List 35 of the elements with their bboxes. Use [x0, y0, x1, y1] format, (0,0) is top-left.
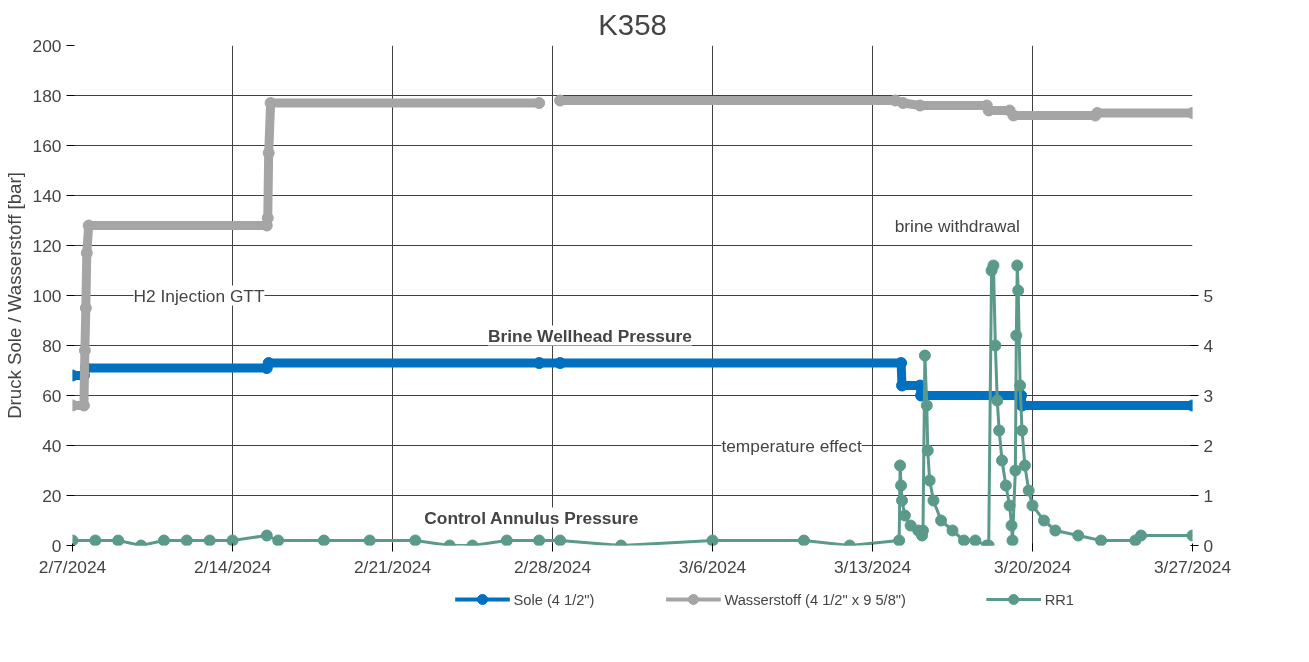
annotation: Control Annulus Pressure [424, 507, 639, 528]
y2-tick-label: 0 [1203, 535, 1214, 556]
y2-tick-label: 1 [1203, 485, 1214, 506]
y-tick-label: 120 [32, 235, 62, 256]
y-axis-title: Druck Sole / Wasserstoff [bar] [3, 172, 25, 419]
legend-label: RR1 [1044, 591, 1074, 608]
y2-tick-label: 2 [1203, 435, 1214, 456]
y-tick-label: 0 [51, 535, 62, 556]
y-tick-label: 180 [32, 85, 62, 106]
y-tick-label: 100 [32, 285, 62, 306]
y2-tick-label: 5 [1203, 285, 1214, 306]
y2-tick-label: 4 [1203, 335, 1214, 356]
y-tick-label: 40 [42, 435, 62, 456]
legend-label: Sole (4 1/2") [513, 591, 595, 608]
x-tick-label: 3/6/2024 [678, 556, 747, 577]
annotation: brine withdrawal [894, 215, 1020, 236]
y-tick-label: 200 [32, 35, 62, 56]
x-tick-label: 2/28/2024 [513, 556, 592, 577]
y-tick-label: 160 [32, 135, 62, 156]
x-tick-label: 3/13/2024 [833, 556, 912, 577]
annotation: temperature effect [721, 435, 862, 456]
chart-title: K358 [598, 7, 667, 41]
x-tick-label: 2/21/2024 [353, 556, 432, 577]
y-tick-label: 60 [42, 385, 62, 406]
y2-tick-label: 3 [1203, 385, 1214, 406]
x-tick-label: 3/27/2024 [1153, 556, 1232, 577]
y-tick-label: 140 [32, 185, 62, 206]
x-tick-label: 2/7/2024 [38, 556, 107, 577]
x-tick-label: 3/20/2024 [993, 556, 1072, 577]
y-tick-label: 80 [42, 335, 62, 356]
y-tick-label: 20 [42, 485, 62, 506]
annotation: Brine Wellhead Pressure [488, 325, 693, 346]
annotation: H2 Injection GTT [133, 285, 265, 306]
x-tick-label: 2/14/2024 [193, 556, 272, 577]
legend-label: Wasserstoff (4 1/2" x 9 5/8") [724, 591, 906, 608]
